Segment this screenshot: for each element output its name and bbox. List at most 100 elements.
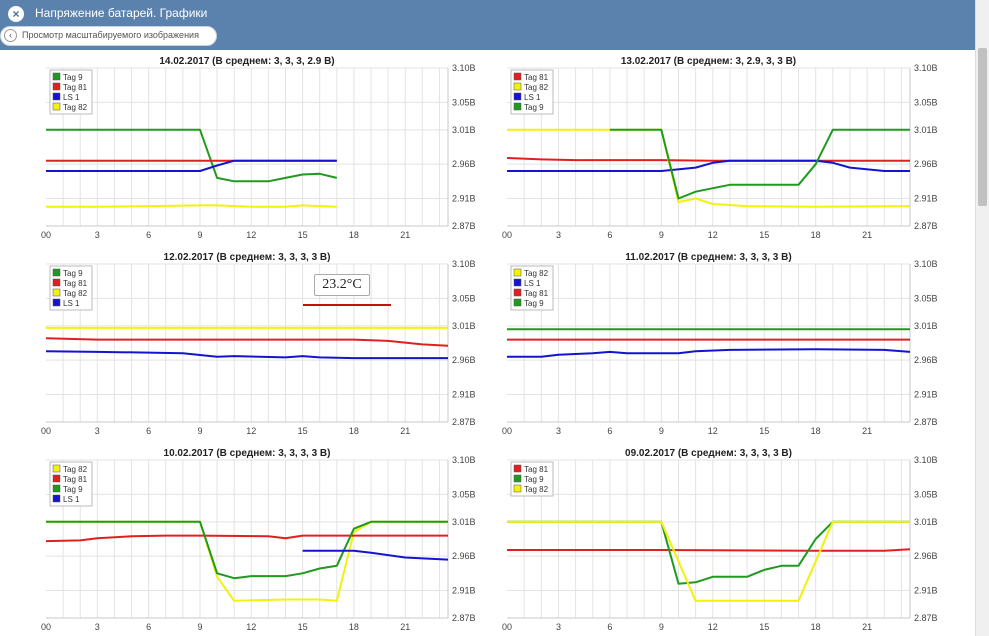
y-tick-label: 3.10В xyxy=(452,259,476,269)
x-tick-label: 9 xyxy=(659,230,664,240)
y-tick-label: 3.01В xyxy=(914,125,938,135)
series-line-tag-9 xyxy=(46,520,448,580)
x-tick-label: 00 xyxy=(41,622,51,632)
legend-swatch xyxy=(52,82,61,91)
legend-swatch xyxy=(513,298,522,307)
legend-swatch xyxy=(52,484,61,493)
x-tick-label: 3 xyxy=(95,622,100,632)
legend-swatch xyxy=(52,288,61,297)
x-tick-label: 18 xyxy=(811,230,821,240)
y-tick-label: 2.87В xyxy=(914,613,938,623)
x-tick-label: 15 xyxy=(759,230,769,240)
legend-label: Tag 82 xyxy=(524,83,549,92)
x-tick-label: 6 xyxy=(146,622,151,632)
chart-title: 10.02.2017 (В среднем: 3, 3, 3, 3 В) xyxy=(164,448,331,459)
y-tick-label: 2.87В xyxy=(452,417,476,427)
legend-label: LS 1 xyxy=(63,93,80,102)
legend-swatch xyxy=(52,92,61,101)
back-button[interactable]: ‹ Просмотр масштабируемого изображения xyxy=(0,26,217,46)
y-tick-label: 2.87В xyxy=(914,417,938,427)
legend-label: Tag 81 xyxy=(524,465,549,474)
x-tick-label: 21 xyxy=(400,622,410,632)
series-line-tag-82 xyxy=(507,520,910,602)
legend-swatch xyxy=(513,464,522,473)
temperature-tooltip: 23.2°C xyxy=(314,274,370,296)
y-tick-label: 3.05В xyxy=(452,293,476,303)
y-tick-label: 2.91В xyxy=(914,194,938,204)
x-tick-label: 18 xyxy=(349,230,359,240)
scrollbar-thumb[interactable] xyxy=(978,48,987,206)
legend-swatch xyxy=(52,494,61,503)
legend-label: Tag 81 xyxy=(63,475,88,484)
x-tick-label: 12 xyxy=(708,622,718,632)
series-line-ls-1 xyxy=(45,350,448,360)
window-title: Напряжение батарей. Графики xyxy=(35,6,208,20)
y-tick-label: 3.10В xyxy=(452,63,476,73)
chart-panel-1: 13.02.2017 (В среднем: 3, 2.9, 3, 3 В) 00… xyxy=(502,56,938,240)
legend-swatch xyxy=(52,278,61,287)
y-tick-label: 2.91В xyxy=(452,586,476,596)
x-tick-label: 6 xyxy=(607,426,612,436)
legend-label: Tag 9 xyxy=(63,485,83,494)
y-tick-label: 3.05В xyxy=(452,489,476,499)
window-titlebar: × Напряжение батарей. Графики ‹ Просмотр… xyxy=(0,0,975,50)
chart-title: 09.02.2017 (В среднем: 3, 3, 3, 3 В) xyxy=(625,448,792,459)
x-tick-label: 18 xyxy=(811,426,821,436)
y-tick-label: 3.01В xyxy=(452,321,476,331)
chart-panel-0: 14.02.2017 (В среднем: 3, 3, 3, 2.9 В) 00… xyxy=(41,56,476,240)
legend-label: LS 1 xyxy=(63,299,80,308)
x-tick-label: 21 xyxy=(862,622,872,632)
y-tick-label: 3.01В xyxy=(452,125,476,135)
x-tick-label: 21 xyxy=(862,426,872,436)
y-tick-label: 2.96В xyxy=(452,159,476,169)
y-tick-label: 2.91В xyxy=(452,390,476,400)
legend-label: Tag 81 xyxy=(63,83,88,92)
y-tick-label: 3.05В xyxy=(452,97,476,107)
chart-title: 13.02.2017 (В среднем: 3, 2.9, 3, 3 В) xyxy=(621,56,796,67)
legend-swatch xyxy=(513,484,522,493)
x-tick-label: 12 xyxy=(246,622,256,632)
x-tick-label: 15 xyxy=(759,622,769,632)
legend-swatch xyxy=(513,82,522,91)
series-line-tag-9 xyxy=(507,520,910,585)
legend-label: Tag 82 xyxy=(524,485,549,494)
x-tick-label: 9 xyxy=(659,426,664,436)
series-line-tag-81 xyxy=(45,337,449,347)
x-tick-label: 6 xyxy=(607,622,612,632)
x-tick-label: 9 xyxy=(197,426,202,436)
series-line-ls-1 xyxy=(46,159,337,172)
y-tick-label: 3.10В xyxy=(452,455,476,465)
x-tick-label: 9 xyxy=(197,622,202,632)
y-tick-label: 3.10В xyxy=(914,259,938,269)
legend-label: Tag 9 xyxy=(524,103,544,112)
y-tick-label: 3.01В xyxy=(914,321,938,331)
x-tick-label: 6 xyxy=(146,230,151,240)
x-tick-label: 3 xyxy=(95,230,100,240)
y-tick-label: 3.10В xyxy=(914,455,938,465)
x-tick-label: 21 xyxy=(400,426,410,436)
y-tick-label: 2.96В xyxy=(914,355,938,365)
legend-label: LS 1 xyxy=(63,495,80,504)
legend-label: Tag 82 xyxy=(63,289,88,298)
legend-swatch xyxy=(52,298,61,307)
legend-label: LS 1 xyxy=(524,279,541,288)
x-tick-label: 18 xyxy=(811,622,821,632)
x-tick-label: 3 xyxy=(556,426,561,436)
y-tick-label: 3.10В xyxy=(914,63,938,73)
y-tick-label: 2.87В xyxy=(914,221,938,231)
legend-label: Tag 81 xyxy=(524,289,549,298)
y-tick-label: 3.01В xyxy=(914,517,938,527)
chart-title: 14.02.2017 (В среднем: 3, 3, 3, 2.9 В) xyxy=(159,56,334,67)
vertical-scrollbar[interactable] xyxy=(975,0,989,636)
legend-swatch xyxy=(513,102,522,111)
y-tick-label: 2.91В xyxy=(914,390,938,400)
legend-swatch xyxy=(52,72,61,81)
legend-label: Tag 81 xyxy=(524,73,549,82)
x-tick-label: 6 xyxy=(607,230,612,240)
x-tick-label: 12 xyxy=(708,230,718,240)
close-button[interactable]: × xyxy=(8,6,24,22)
x-tick-label: 12 xyxy=(246,230,256,240)
legend-label: Tag 82 xyxy=(63,103,88,112)
